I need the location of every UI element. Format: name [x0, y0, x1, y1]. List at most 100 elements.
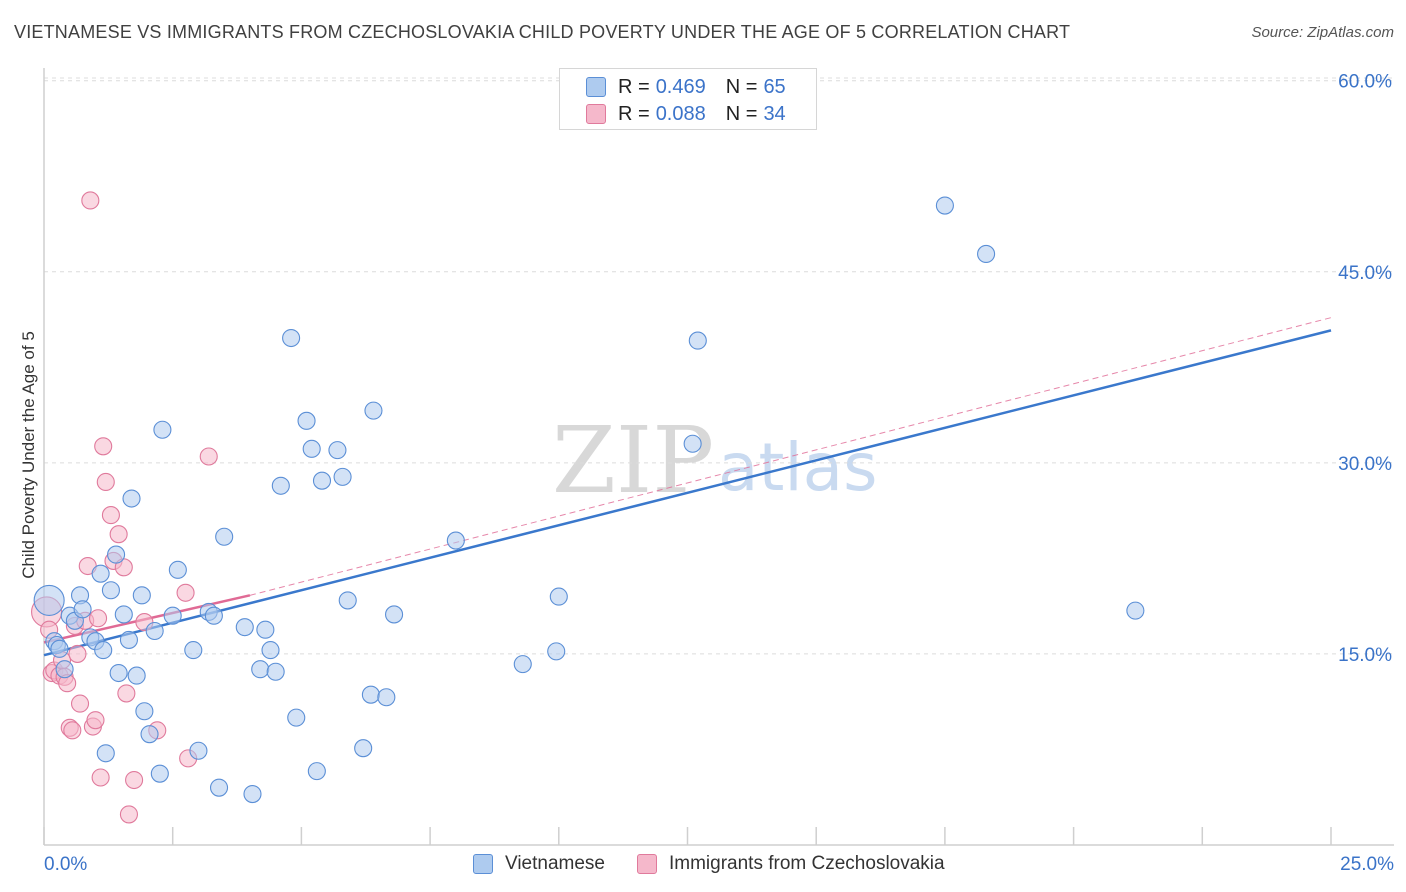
vietnamese-point [209, 778, 229, 797]
legend-r-value: 0.469 [655, 75, 706, 98]
vietnamese-point [243, 784, 262, 804]
vietnamese-point [189, 741, 208, 760]
legend-label-czechoslovakia: Immigrants from Czechoslovakia [669, 853, 945, 874]
y-axis-label: Child Poverty Under the Age of 5 [19, 331, 38, 579]
vietnamese-point [328, 441, 347, 460]
vietnamese-point [282, 328, 301, 348]
vietnamese-point [266, 662, 285, 681]
czechoslovakia-point [176, 583, 195, 602]
y-tick-label: 15.0% [1338, 645, 1392, 666]
vietnamese-point [364, 401, 383, 420]
vietnamese-point [132, 586, 151, 605]
vietnamese-point [145, 621, 164, 641]
czechoslovakia-point [68, 644, 87, 663]
data-points [31, 191, 1145, 824]
czechoslovakia-point [86, 711, 105, 730]
vietnamese-point [385, 605, 404, 624]
vietnamese-point [361, 685, 380, 704]
vietnamese-point [33, 584, 65, 616]
legend-label-vietnamese: Vietnamese [505, 853, 605, 874]
legend-n-value: 34 [763, 102, 786, 125]
vietnamese-point [73, 600, 92, 619]
vietnamese-point [935, 196, 954, 215]
vietnamese-point [55, 660, 74, 679]
chart-source: Source: ZipAtlas.com [1251, 24, 1394, 41]
czechoslovakia-point [81, 191, 100, 210]
legend-swatch-blue [586, 77, 606, 97]
czechoslovakia-point [119, 805, 138, 824]
y-tick-label: 45.0% [1338, 263, 1392, 284]
series-legend: Vietnamese Immigrants from Czechoslovaki… [473, 852, 977, 876]
legend-swatch-blue [473, 854, 493, 874]
vietnamese-point [377, 688, 396, 707]
czechoslovakia-point [63, 721, 82, 740]
vietnamese-point [109, 663, 128, 683]
legend-r-label: R = [618, 75, 650, 98]
watermark-atlas: atlas [718, 429, 878, 506]
czechoslovakia-point [109, 525, 128, 544]
vietnamese-point [235, 618, 254, 637]
vietnamese-point [446, 531, 465, 550]
vietnamese-point [140, 725, 159, 744]
vietnamese-point [122, 489, 141, 508]
czechoslovakia-point [94, 437, 113, 456]
legend-r-value: 0.088 [655, 102, 706, 125]
vietnamese-point [215, 527, 234, 546]
czechoslovakia-point [199, 447, 218, 466]
vietnamese-point [1126, 601, 1145, 620]
vietnamese-point [271, 476, 290, 495]
vietnamese-point [547, 642, 566, 661]
vietnamese-point [297, 411, 316, 430]
legend-r-label: R = [618, 102, 650, 125]
vietnamese-point [977, 244, 996, 264]
vietnamese-point [96, 744, 115, 763]
watermark: ZIP atlas [552, 407, 878, 514]
vietnamese-point [513, 655, 532, 674]
vietnamese-point [312, 471, 332, 490]
vietnamese-point [168, 560, 187, 579]
vietnamese-point [251, 660, 270, 679]
vietnamese-point [107, 545, 126, 564]
czechoslovakia-trend-extension [249, 317, 1332, 596]
legend-row-vietnamese: R = 0.469 N = 65 [586, 74, 786, 100]
legend-swatch-pink [586, 104, 606, 124]
chart-title: VIETNAMESE VS IMMIGRANTS FROM CZECHOSLOV… [14, 22, 1071, 42]
vietnamese-point [256, 620, 275, 639]
czechoslovakia-point [96, 472, 115, 492]
axes [43, 68, 1394, 846]
legend-n-value: 65 [763, 75, 786, 98]
vietnamese-point [307, 762, 326, 781]
vietnamese-point [302, 439, 321, 458]
legend-swatch-pink [637, 854, 657, 874]
vietnamese-point [94, 641, 113, 660]
y-tick-label: 60.0% [1338, 72, 1392, 93]
legend-n-label: N = [725, 102, 758, 125]
vietnamese-point [204, 606, 223, 625]
vietnamese-point [153, 420, 172, 439]
tick-labels: 15.0% 30.0% 45.0% 60.0% 0.0% 25.0% [44, 72, 1394, 875]
legend-n-label: N = [725, 75, 758, 98]
vietnamese-point [150, 764, 169, 783]
vietnamese-point [683, 434, 702, 453]
vietnamese-point [119, 630, 138, 649]
czechoslovakia-point [91, 768, 110, 787]
vietnamese-point [50, 639, 69, 658]
vietnamese-point [184, 641, 203, 660]
vietnamese-point [338, 591, 357, 610]
vietnamese-point [114, 605, 133, 624]
x-tick-label: 0.0% [44, 854, 87, 875]
vietnamese-point [688, 331, 707, 350]
vietnamese-point [354, 739, 373, 758]
vietnamese-trend-line [43, 329, 1332, 657]
vietnamese-point [261, 641, 280, 660]
correlation-legend: R = 0.469 N = 65 R = 0.088 N = 34 [559, 68, 817, 130]
czechoslovakia-point [117, 684, 136, 703]
vietnamese-point [91, 564, 110, 583]
czechoslovakia-point [125, 770, 144, 790]
vietnamese-point [127, 666, 146, 685]
vietnamese-point [549, 587, 568, 606]
czechoslovakia-point [101, 506, 120, 525]
vietnamese-point [333, 467, 352, 486]
watermark-zip: ZIP [552, 407, 714, 514]
